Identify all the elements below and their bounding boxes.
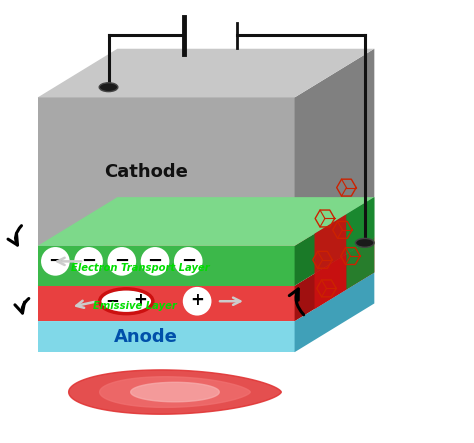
Polygon shape bbox=[37, 272, 374, 321]
Circle shape bbox=[175, 248, 201, 275]
Circle shape bbox=[184, 288, 210, 315]
Polygon shape bbox=[315, 214, 346, 309]
Text: Emissive Layer: Emissive Layer bbox=[93, 301, 177, 311]
Polygon shape bbox=[294, 49, 374, 246]
Polygon shape bbox=[37, 321, 294, 352]
Text: −: − bbox=[105, 291, 119, 309]
Polygon shape bbox=[294, 272, 374, 352]
Text: −: − bbox=[181, 252, 196, 269]
Polygon shape bbox=[346, 197, 374, 214]
Polygon shape bbox=[37, 286, 294, 321]
Ellipse shape bbox=[99, 83, 118, 92]
Circle shape bbox=[109, 248, 135, 275]
Ellipse shape bbox=[100, 289, 153, 314]
Circle shape bbox=[42, 248, 69, 275]
Polygon shape bbox=[100, 377, 250, 408]
Polygon shape bbox=[37, 49, 374, 97]
Circle shape bbox=[142, 248, 168, 275]
Text: −: − bbox=[48, 252, 63, 269]
Text: −: − bbox=[114, 252, 129, 269]
Polygon shape bbox=[294, 237, 374, 321]
Text: Electron Transport Layer: Electron Transport Layer bbox=[71, 263, 210, 273]
Text: +: + bbox=[134, 291, 147, 309]
Polygon shape bbox=[294, 197, 374, 286]
Polygon shape bbox=[37, 97, 294, 246]
Text: −: − bbox=[81, 252, 96, 269]
Ellipse shape bbox=[356, 238, 374, 247]
Polygon shape bbox=[346, 197, 374, 290]
Polygon shape bbox=[315, 214, 346, 233]
Text: Cathode: Cathode bbox=[104, 163, 188, 181]
Polygon shape bbox=[131, 382, 219, 402]
Polygon shape bbox=[69, 370, 281, 414]
Text: −: − bbox=[147, 252, 163, 269]
Polygon shape bbox=[37, 197, 374, 246]
Polygon shape bbox=[37, 246, 294, 286]
Circle shape bbox=[75, 248, 102, 275]
Text: +: + bbox=[190, 291, 204, 309]
Text: Anode: Anode bbox=[114, 328, 177, 346]
Polygon shape bbox=[37, 237, 374, 286]
